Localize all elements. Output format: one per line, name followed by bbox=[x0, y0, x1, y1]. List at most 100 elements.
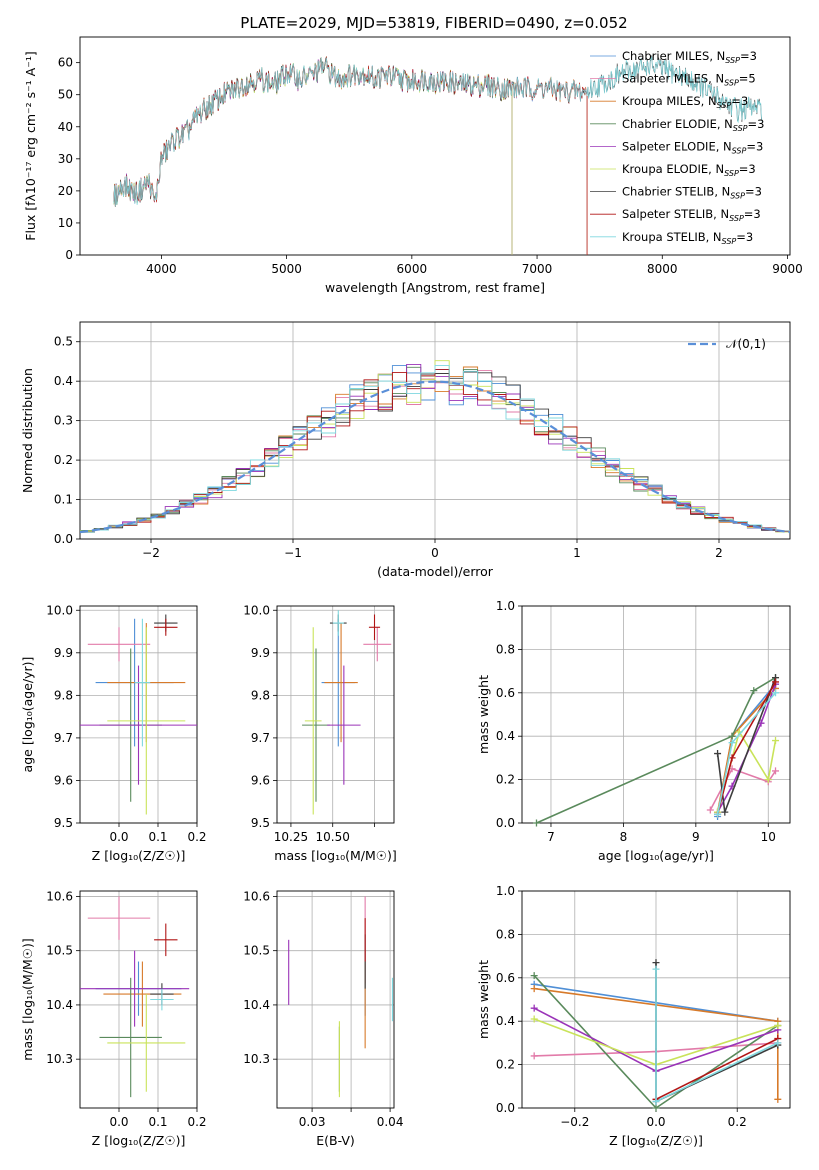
error-bars bbox=[80, 614, 197, 815]
x-tick-label: 4000 bbox=[146, 262, 177, 276]
x-tick-label: 5000 bbox=[271, 262, 302, 276]
legend-label: Kroupa STELIB, NSSP=3 bbox=[622, 230, 753, 246]
weight-marker bbox=[530, 1004, 538, 1012]
y-tick-label: 9.7 bbox=[251, 731, 270, 745]
weight-marker bbox=[774, 1095, 782, 1103]
x-axis-label: mass [log₁₀(M/M☉)] bbox=[274, 848, 396, 863]
legend-label: Salpeter ELODIE, NSSP=3 bbox=[622, 139, 763, 155]
weight-marker bbox=[714, 750, 722, 758]
y-tick-label: 40 bbox=[58, 120, 73, 134]
weight-marker bbox=[714, 810, 722, 818]
y-tick-label: 10.6 bbox=[243, 889, 270, 903]
weight-marker bbox=[772, 689, 780, 697]
panel-spectrum: 4000 5000 6000 7000 8000 9000 0 10 20 30 40 50 60 wav… bbox=[23, 36, 803, 295]
y-tick-label: 0.6 bbox=[496, 971, 515, 985]
weight-marker bbox=[530, 985, 538, 993]
weight-marker bbox=[530, 1052, 538, 1060]
y-tick-label: 1.0 bbox=[496, 884, 515, 898]
y-tick-label: 0.1 bbox=[54, 493, 73, 507]
x-tick-label: 0.0 bbox=[646, 1115, 665, 1129]
x-tick-label: 2 bbox=[715, 546, 723, 560]
x-axis-label: E(B-V) bbox=[316, 1133, 355, 1148]
y-tick-label: 10 bbox=[58, 216, 73, 230]
weight-marker bbox=[721, 808, 729, 816]
y-tick-label: 0.4 bbox=[54, 374, 73, 388]
weight-marker bbox=[530, 972, 538, 980]
x-tick-label: 0.03 bbox=[299, 1115, 326, 1129]
y-axis-label: mass weight bbox=[476, 675, 491, 754]
x-tick-label: 6000 bbox=[397, 262, 428, 276]
x-tick-label: 10.25 bbox=[274, 830, 308, 844]
y-tick-label: 9.6 bbox=[54, 773, 73, 787]
y-tick-label: 0.2 bbox=[496, 773, 515, 787]
y-tick-label: 0.2 bbox=[496, 1058, 515, 1072]
weight-series-line bbox=[655, 1037, 779, 1101]
y-axis-label: age [log₁₀(age/yr)] bbox=[20, 657, 35, 773]
legend-label: Chabrier STELIB, NSSP=3 bbox=[622, 185, 762, 201]
x-tick-label: 0.04 bbox=[377, 1115, 404, 1129]
y-tick-label: 9.8 bbox=[54, 688, 73, 702]
weight-marker bbox=[706, 806, 714, 814]
x-tick-label: 0.2 bbox=[728, 1115, 747, 1129]
y-tick-label: 0.0 bbox=[496, 816, 515, 830]
weight-marker bbox=[772, 767, 780, 775]
x-tick-label: 8000 bbox=[647, 262, 678, 276]
panel-mass-weight-vs-z: −0.2 0.0 0.2 0.0 0.2 0.4 0.6 0.8 1.0 Z [log₁₀(Z/Z… bbox=[476, 884, 791, 1148]
axes-frame bbox=[79, 321, 791, 540]
y-axis-label: Normed distribution bbox=[20, 368, 35, 493]
legend-label: Kroupa ELODIE, NSSP=3 bbox=[622, 162, 756, 178]
y-tick-label: 0 bbox=[65, 248, 73, 262]
x-tick-label: 1 bbox=[573, 546, 581, 560]
x-axis-label: Z [log₁₀(Z/Z☉)] bbox=[609, 1133, 703, 1148]
y-tick-label: 10.0 bbox=[243, 603, 270, 617]
y-tick-label: 9.7 bbox=[54, 731, 73, 745]
x-tick-label: 9 bbox=[692, 830, 700, 844]
y-tick-label: 0.6 bbox=[496, 686, 515, 700]
y-tick-label: 10.5 bbox=[46, 944, 73, 958]
x-tick-label: 10.50 bbox=[316, 830, 350, 844]
x-tick-label: 10 bbox=[761, 830, 776, 844]
normal-reference-curve bbox=[80, 380, 790, 534]
weight-marker bbox=[772, 678, 780, 686]
y-tick-label: 10.0 bbox=[46, 603, 73, 617]
y-tick-label: 10.3 bbox=[46, 1052, 73, 1066]
weight-marker bbox=[772, 737, 780, 745]
y-tick-label: 50 bbox=[58, 88, 73, 102]
weight-marker bbox=[750, 687, 758, 695]
spectrum-series-line bbox=[113, 57, 513, 255]
panel-age-vs-z: 0.0 0.1 0.2 9.5 9.6 9.7 9.8 9.9 10.0 Z [log₁₀(Z/Z… bbox=[20, 603, 207, 863]
panel-residuals: −2 −1 0 1 2 0.0 0.1 0.2 0.3 0.4 0.5 (data-model)/er… bbox=[20, 321, 791, 579]
y-tick-label: 0.5 bbox=[54, 335, 73, 349]
y-tick-label: 10.3 bbox=[243, 1052, 270, 1066]
axes-frame bbox=[79, 36, 791, 256]
x-tick-label: 0.1 bbox=[148, 1115, 167, 1129]
spectrum-series-line bbox=[113, 58, 513, 255]
x-axis-label: wavelength [Angstrom, rest frame] bbox=[325, 280, 545, 295]
y-tick-label: 9.5 bbox=[54, 816, 73, 830]
weight-series-line bbox=[536, 676, 776, 824]
error-bars bbox=[80, 896, 190, 1098]
y-tick-label: 9.9 bbox=[251, 646, 270, 660]
weight-marker bbox=[774, 1039, 782, 1047]
weight-marker bbox=[764, 776, 772, 784]
weight-marker bbox=[774, 1022, 782, 1030]
y-axis-label: mass weight bbox=[476, 960, 491, 1039]
y-tick-label: 20 bbox=[58, 184, 73, 198]
weight-marker bbox=[728, 739, 736, 747]
y-tick-label: 9.9 bbox=[54, 646, 73, 660]
y-tick-label: 0.3 bbox=[54, 414, 73, 428]
legend-label: Chabrier ELODIE, NSSP=3 bbox=[622, 117, 764, 133]
x-tick-label: 7 bbox=[547, 830, 555, 844]
panels: 4000 5000 6000 7000 8000 90000102030405060wav… bbox=[20, 36, 803, 1148]
x-tick-label: −1 bbox=[284, 546, 302, 560]
x-tick-label: −0.2 bbox=[560, 1115, 589, 1129]
y-tick-label: 0.8 bbox=[496, 642, 515, 656]
panel-age-vs-mass: 10.25 10.50 9.5 9.6 9.7 9.8 9.9 10.0 mass [log₁₀… bbox=[243, 603, 396, 863]
y-axis-label: Flux [fλ10⁻¹⁷ erg cm⁻² s⁻¹ A⁻¹] bbox=[23, 51, 38, 240]
axes-frame bbox=[276, 890, 395, 1109]
spectrum-series-line bbox=[113, 56, 763, 207]
x-axis-label: (data-model)/error bbox=[377, 564, 494, 579]
y-tick-label: 10.5 bbox=[243, 944, 270, 958]
y-tick-label: 0.0 bbox=[54, 532, 73, 546]
weight-marker bbox=[532, 819, 540, 827]
